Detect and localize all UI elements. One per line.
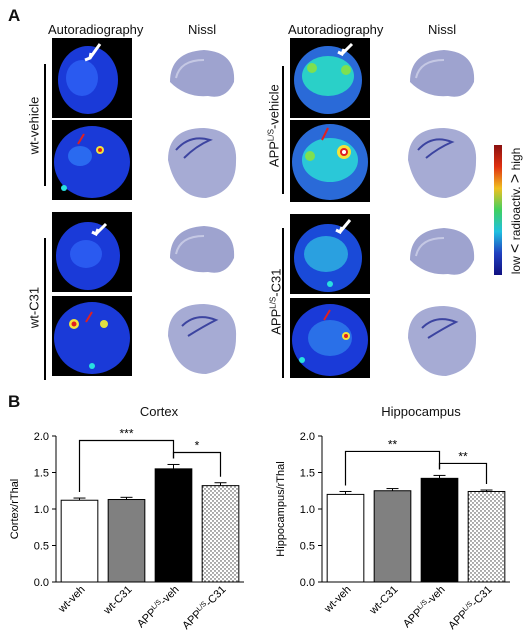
col-head-autoradiography-right: Autoradiography [288, 22, 384, 37]
group-label-app-vehicle: APPL/S-vehicle [266, 66, 281, 186]
group-label-app-c31-suffix: -C31 [268, 268, 284, 297]
x-tick-label: APPL/S-veh [135, 584, 182, 631]
autoradiography-app-vehicle-bottom [290, 120, 370, 202]
autoradiography-app-c31-bottom [290, 298, 370, 378]
colorbar-middle: radioactiv. [509, 186, 523, 241]
colorbar-high: high [509, 147, 523, 171]
chart-title-hippocampus: Hippocampus [381, 404, 461, 419]
bar [154, 468, 193, 583]
autoradiography-app-vehicle-top [290, 38, 370, 118]
col-head-autoradiography-left: Autoradiography [48, 22, 144, 37]
group-label-app-c31-prefix: APP [268, 308, 284, 335]
y-tick-label: 1.0 [300, 504, 315, 516]
y-axis-label: Hippocampus/rThal [275, 461, 287, 556]
colorbar-label-text: low < radioactiv. > high [507, 137, 525, 285]
y-tick-label: 0.0 [300, 577, 315, 589]
x-tick-label: wt-veh [322, 584, 354, 616]
y-tick-label: 0.5 [34, 541, 49, 553]
colorbar-label: low < radioactiv. > high [506, 136, 526, 284]
chart-title-cortex: Cortex [139, 404, 179, 419]
x-tick-label: wt-C31 [101, 584, 135, 618]
y-tick-label: 2.0 [300, 431, 315, 443]
x-tick-label: APPL/S-C31 [180, 584, 228, 632]
significance-stars: * [195, 438, 200, 452]
x-tick-label: wt-C31 [367, 584, 401, 618]
bar [60, 499, 99, 583]
colorbar-greater-than-glyph: > [507, 173, 524, 184]
x-tick-label: wt-veh [56, 584, 88, 616]
colorbar-low: low [509, 256, 523, 275]
nissl-wt-c31-bottom [156, 296, 244, 380]
y-axis-label: Cortex/rThal [9, 479, 21, 540]
group-label-app-c31: APPL/S-C31 [268, 252, 283, 352]
nissl-app-c31-top [396, 214, 484, 294]
significance-bracket [172, 451, 222, 477]
group-label-wt-c31: wt-C31 [26, 286, 42, 329]
group-bracket-wt-vehicle [44, 64, 46, 186]
autoradiography-wt-vehicle-top [52, 38, 132, 118]
panel-a-letter: A [8, 6, 21, 25]
nissl-wt-vehicle-bottom [156, 120, 244, 204]
bar [107, 499, 146, 583]
significance-bracket [78, 439, 175, 493]
y-tick-label: 1.5 [300, 468, 315, 480]
group-bracket-app-c31 [282, 228, 284, 378]
x-tick-label: APPL/S-veh [401, 584, 448, 631]
y-tick-label: 1.5 [34, 468, 49, 480]
bar [420, 477, 459, 583]
autoradiography-wt-vehicle-bottom [52, 120, 132, 200]
autoradiography-wt-c31-bottom [52, 296, 132, 376]
bar [326, 493, 365, 583]
chart-hippocampus: 0.0 0.5 1.0 1.5 2.0 Hippocampus/rThal wt-veh wt… [275, 431, 510, 632]
significance-bracket [344, 450, 441, 486]
nissl-app-vehicle-bottom [396, 120, 484, 204]
x-tick-label: APPL/S-C31 [446, 584, 494, 632]
autoradiography-app-c31-top [290, 214, 370, 294]
radioactivity-colorbar [494, 145, 502, 275]
group-label-app-vehicle-sup: L/S [266, 129, 276, 142]
colorbar-less-than-glyph: < [507, 243, 524, 253]
significance-bracket [438, 462, 488, 485]
bar [467, 490, 506, 583]
bar [373, 490, 412, 583]
col-head-nissl-left: Nissl [188, 22, 217, 37]
nissl-app-c31-bottom [396, 298, 484, 382]
nissl-wt-c31-top [156, 212, 244, 292]
nissl-wt-vehicle-top [156, 38, 244, 118]
group-label-app-vehicle-prefix: APP [266, 141, 282, 168]
y-tick-label: 2.0 [34, 431, 49, 443]
significance-stars: *** [119, 426, 133, 440]
significance-stars: ** [458, 449, 468, 463]
y-tick-label: 0.0 [34, 577, 49, 589]
panel-b-letter: B [8, 392, 21, 411]
group-bracket-wt-c31 [44, 238, 46, 380]
y-tick-label: 1.0 [34, 504, 49, 516]
bar [201, 485, 240, 583]
autoradiography-wt-c31-top [52, 212, 132, 292]
group-label-wt-vehicle: wt-vehicle [26, 96, 42, 155]
group-bracket-app-vehicle [282, 66, 284, 194]
nissl-app-vehicle-top [396, 38, 484, 118]
significance-stars: ** [388, 437, 398, 451]
group-label-app-c31-sup: L/S [268, 296, 278, 309]
col-head-nissl-right: Nissl [428, 22, 457, 37]
group-label-app-vehicle-suffix: -vehicle [266, 84, 282, 130]
y-tick-label: 0.5 [300, 541, 315, 553]
